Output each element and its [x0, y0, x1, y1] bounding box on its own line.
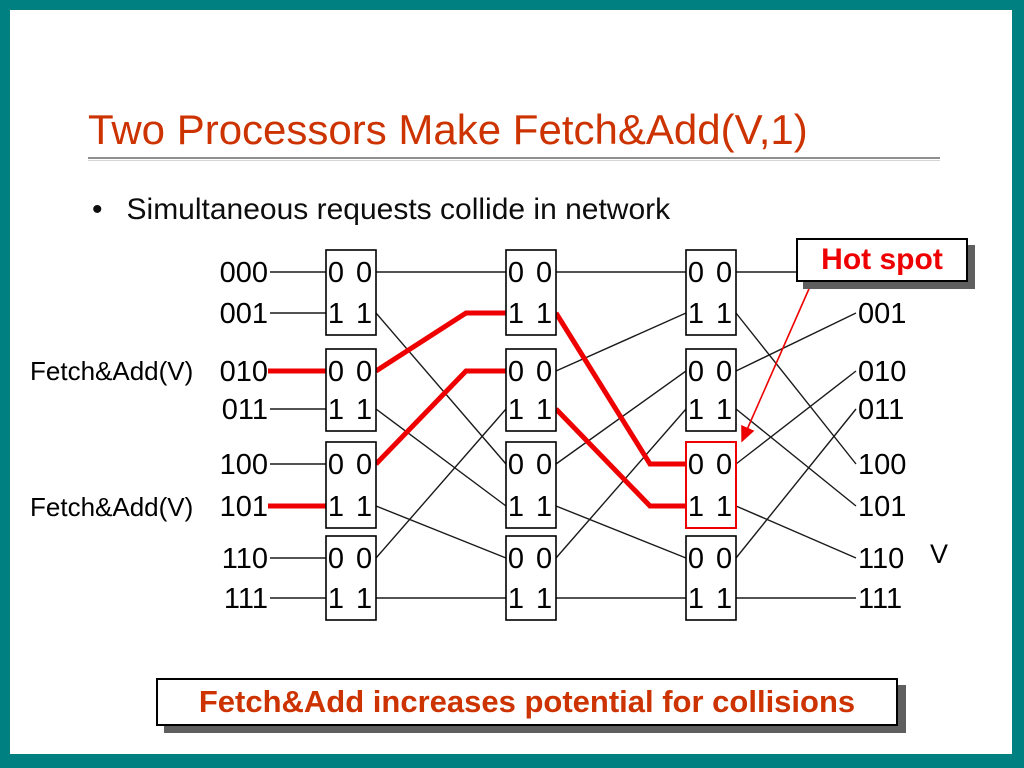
hot-spot-callout: Hot spot — [796, 238, 968, 282]
switch-row-top: 0 0 — [508, 449, 554, 481]
conclusion-banner: Fetch&Add increases potential for collis… — [156, 678, 898, 726]
v-label: V — [930, 539, 948, 569]
request-path-b — [268, 368, 686, 509]
output-label-011: 011 — [858, 394, 904, 426]
output-label-101: 101 — [858, 491, 906, 523]
switch-row-bottom: 1 1 — [688, 583, 734, 615]
switch-box-s2-r3: 0 0 1 1 — [505, 441, 557, 529]
slide-title: Two Processors Make Fetch&Add(V,1) — [88, 106, 808, 153]
switch-row-top: 0 0 — [688, 449, 734, 481]
switch-box-s1-r4: 0 0 1 1 — [325, 535, 377, 621]
input-label-011: 011 — [222, 394, 268, 426]
banner-text: Fetch&Add increases potential for collis… — [198, 684, 856, 719]
switch-row-top: 0 0 — [328, 543, 374, 575]
input-label-001: 001 — [220, 298, 268, 330]
switch-row-bottom: 1 1 — [508, 491, 554, 523]
switch-row-top: 0 0 — [508, 356, 554, 388]
input-label-010: 010 — [220, 356, 268, 388]
output-label-111: 111 — [858, 583, 902, 615]
output-labels: 001 010 011 100 101 110 111 — [858, 298, 906, 615]
switch-row-top: 0 0 — [688, 543, 734, 575]
switch-row-bottom: 1 1 — [328, 583, 374, 615]
switch-row-bottom: 1 1 — [508, 583, 554, 615]
switch-row-bottom: 1 1 — [688, 394, 734, 426]
switch-box-s1-r1: 0 0 1 1 — [325, 249, 377, 336]
switch-row-bottom: 1 1 — [508, 298, 554, 330]
stage3-output-wires — [735, 271, 857, 599]
switch-row-top: 0 0 — [328, 356, 374, 388]
output-label-001: 001 — [858, 298, 906, 330]
hot-spot-arrow — [741, 281, 813, 443]
switch-row-top: 0 0 — [508, 257, 554, 289]
bullet-line: • Simultaneous requests collide in netwo… — [92, 193, 670, 227]
stage2-stage3-wires — [555, 271, 687, 599]
switch-row-bottom: 1 1 — [328, 491, 374, 523]
switch-box-s3-r2: 0 0 1 1 — [685, 348, 737, 432]
fetch-add-label-bottom: Fetch&Add(V) — [30, 492, 193, 522]
switch-box-s2-r1: 0 0 1 1 — [505, 249, 557, 336]
switch-row-top: 0 0 — [328, 449, 374, 481]
switch-box-s1-r3: 0 0 1 1 — [325, 441, 377, 529]
switch-box-s2-r4: 0 0 1 1 — [505, 535, 557, 621]
switch-row-top: 0 0 — [688, 356, 734, 388]
switch-row-bottom: 1 1 — [688, 298, 734, 330]
switch-row-top: 0 0 — [508, 543, 554, 575]
bullet-glyph: • — [92, 193, 103, 226]
input-wires — [270, 271, 326, 599]
bullet-text: Simultaneous requests collide in network — [126, 193, 671, 226]
title-divider — [88, 157, 940, 161]
switch-box-s1-r2: 0 0 1 1 — [325, 348, 377, 432]
switch-box-s3-r1: 0 0 1 1 — [685, 249, 737, 336]
switch-box-s3-r3-hotspot: 0 0 1 1 — [685, 441, 737, 529]
fetch-add-label-top: Fetch&Add(V) — [30, 356, 193, 386]
output-label-010: 010 — [858, 356, 906, 388]
switch-row-bottom: 1 1 — [508, 394, 554, 426]
request-path-a — [268, 310, 686, 467]
switch-row-top: 0 0 — [688, 257, 734, 289]
switch-box-s3-r4: 0 0 1 1 — [685, 535, 737, 621]
input-label-101: 101 — [220, 491, 268, 523]
switch-row-bottom: 1 1 — [328, 394, 374, 426]
input-label-111: 111 — [224, 583, 268, 615]
input-label-000: 000 — [220, 257, 268, 289]
stage1-stage2-wires — [375, 271, 507, 599]
input-label-110: 110 — [222, 543, 268, 575]
switch-row-bottom: 1 1 — [328, 298, 374, 330]
output-label-100: 100 — [858, 449, 906, 481]
input-label-100: 100 — [220, 449, 268, 481]
switch-box-s2-r2: 0 0 1 1 — [505, 348, 557, 432]
input-labels: 000 001 010 011 100 101 110 111 — [220, 257, 268, 615]
hot-spot-label: Hot spot — [821, 243, 943, 276]
switch-row-bottom: 1 1 — [688, 491, 734, 523]
output-label-110: 110 — [858, 543, 904, 575]
switch-row-top: 0 0 — [328, 257, 374, 289]
